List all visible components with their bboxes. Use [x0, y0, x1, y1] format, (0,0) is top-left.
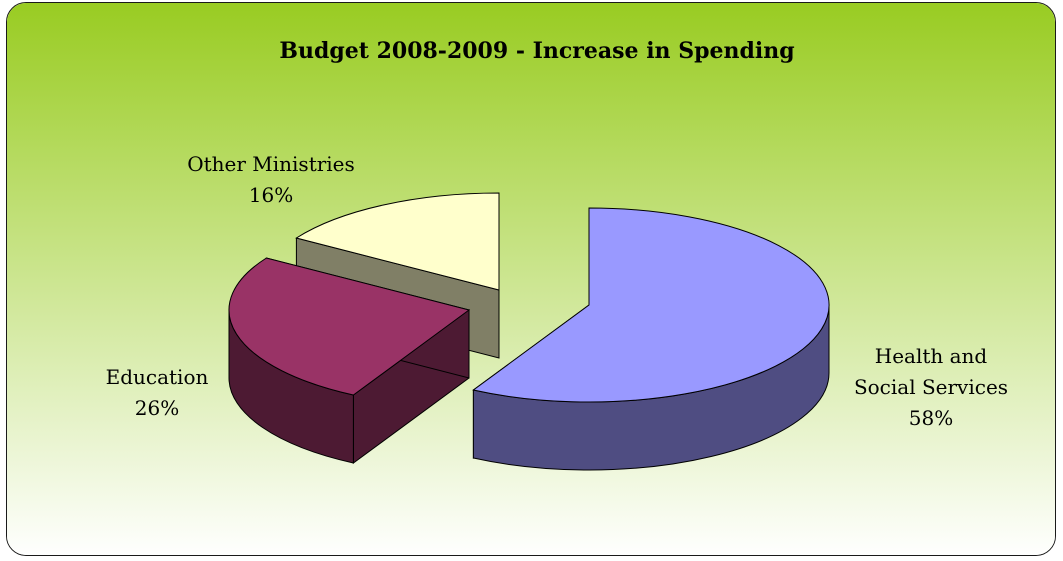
pie-chart: Budget 2008-2009 - Increase in Spending …	[7, 3, 1055, 555]
slice-health-and-social-services-name-line: Social Services	[854, 375, 1008, 399]
slice-other-ministries-percent: 16%	[249, 183, 293, 207]
slice-other-ministries-label: Other Ministries 16%	[187, 152, 355, 207]
slice-education-top	[228, 257, 471, 396]
slice-health-and-social-services-top	[472, 207, 830, 403]
slice-education-label: Education 26%	[106, 365, 209, 420]
chart-frame: Budget 2008-2009 - Increase in Spending …	[6, 2, 1056, 556]
slice-education-percent: 26%	[135, 396, 179, 420]
slice-education-name-line: Education	[106, 365, 209, 389]
slice-health-and-social-services-name-line: Health and	[875, 344, 988, 368]
slice-health-and-social-services-percent: 58%	[909, 406, 953, 430]
slice-other-ministries-name-line: Other Ministries	[187, 152, 355, 176]
slice-other-ministries-top	[295, 192, 500, 291]
chart-title: Budget 2008-2009 - Increase in Spending	[279, 38, 794, 64]
slice-health-and-social-services-label: Health and Social Services 58%	[854, 344, 1008, 430]
chart-background	[7, 3, 1055, 555]
